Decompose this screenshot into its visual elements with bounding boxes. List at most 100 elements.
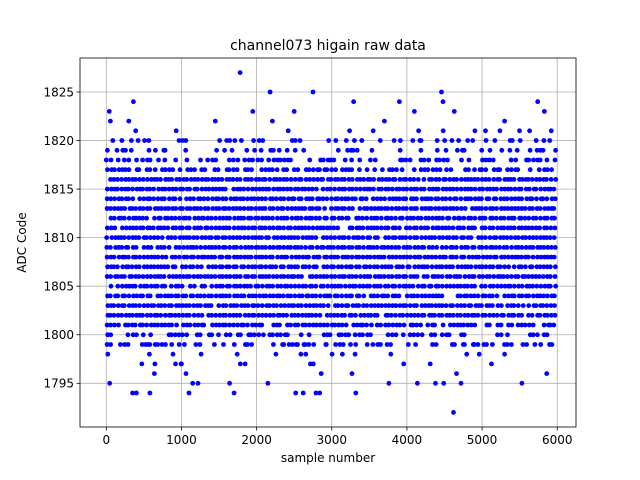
data-point [524,196,530,202]
data-point [277,322,282,328]
data-point [184,196,189,202]
data-point [134,225,139,231]
data-point [443,303,449,308]
data-point [479,177,485,182]
data-point [483,167,489,173]
data-point [425,254,431,260]
data-point [329,196,334,202]
data-point [198,351,204,357]
data-point [227,322,233,328]
data-point [462,274,468,279]
data-point [368,303,374,308]
data-point [538,186,544,192]
data-point [125,342,131,347]
x-tick-label: 4000 [392,433,423,447]
data-point [140,332,146,338]
data-point [105,351,111,357]
data-point [232,138,238,143]
data-point [208,235,214,241]
data-point [408,186,414,192]
data-point [515,206,521,211]
data-point [451,283,457,289]
data-point [421,177,427,182]
data-point [440,196,445,202]
data-point [183,147,189,153]
data-point [126,303,132,308]
data-point [462,303,467,308]
data-point [292,283,298,289]
data-point [350,303,356,308]
data-point [345,254,351,260]
data-point [489,361,494,367]
data-point [371,177,377,182]
data-point [434,245,440,250]
data-point [246,312,252,318]
y-tick-label: 1810 [43,231,74,245]
data-point [351,235,356,241]
data-point [553,177,559,182]
data-point [436,215,442,221]
data-point [146,138,152,143]
data-point [506,264,512,270]
data-point [234,196,240,202]
data-point [162,264,167,270]
data-point [230,177,236,182]
data-point [298,215,304,221]
data-point [226,225,232,231]
data-point [541,322,547,328]
data-point [146,147,152,153]
data-point [153,147,158,153]
data-point [245,303,251,308]
data-point [468,196,474,202]
data-point [385,215,391,221]
data-point [369,147,375,153]
data-point [414,322,419,328]
data-point [457,225,463,231]
data-point [397,254,403,260]
data-point [378,274,384,279]
data-point [295,303,301,308]
data-point [288,186,294,192]
data-point [126,177,132,182]
data-point [439,245,445,250]
data-point [357,167,362,173]
data-point [176,283,181,289]
data-point [545,254,551,260]
data-point [493,196,499,202]
data-point [537,206,543,211]
data-point [212,167,218,173]
data-point [119,206,124,211]
data-point [223,322,229,328]
data-point [317,322,323,328]
data-point [191,274,197,279]
data-point [177,254,182,260]
data-point [169,235,174,241]
data-point [162,312,168,318]
data-point [465,322,471,328]
data-point [227,138,233,143]
data-point [108,322,113,328]
data-point [104,186,110,192]
data-point [551,322,557,328]
data-point [280,206,286,211]
data-point [144,177,150,182]
data-point [306,293,311,299]
data-point [114,186,120,192]
data-point [509,254,515,260]
data-point [515,167,521,173]
data-point [462,206,468,211]
data-point [252,225,258,231]
data-point [292,312,298,318]
data-point [393,215,398,221]
data-point [507,283,513,289]
y-axis-label: ADC Code [15,212,29,272]
data-point [384,342,390,347]
data-point [318,371,324,376]
data-point [182,342,187,347]
data-point [129,138,134,143]
data-point [190,380,196,386]
data-point [414,235,420,241]
data-point [216,303,222,308]
data-point [123,167,128,173]
